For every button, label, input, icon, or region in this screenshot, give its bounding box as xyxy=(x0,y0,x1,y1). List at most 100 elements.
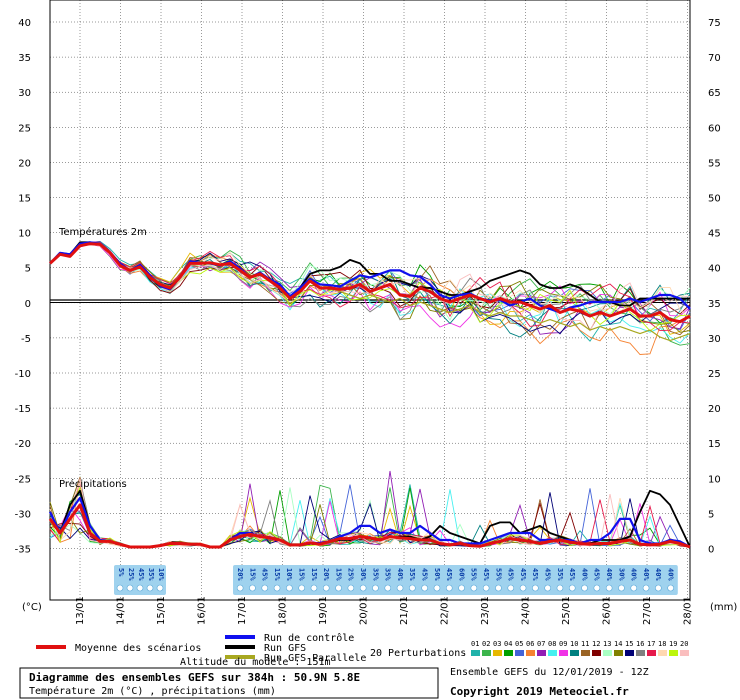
member-color-swatch xyxy=(603,650,612,656)
y-axis-left: 40 35 30 25 20 15 10 5 0 -5 -10 -15 -20 -25 -30 -35 xyxy=(15,18,31,556)
snowflake-mark xyxy=(495,584,502,592)
member-temperature-line xyxy=(49,242,691,321)
member-color-swatch xyxy=(658,650,667,656)
member-temperature-line xyxy=(49,242,691,332)
member-color-swatch xyxy=(581,650,590,656)
snow-percentage-label: 45% xyxy=(507,568,515,581)
ensemble-members xyxy=(49,240,691,548)
snowflake-mark xyxy=(322,584,330,592)
mean-precipitation-line xyxy=(48,503,691,549)
member-number-label: 16 xyxy=(636,640,644,648)
member-number-label: 05 xyxy=(515,640,523,648)
y-right-tick-label: 35 xyxy=(708,299,721,310)
member-color-swatch xyxy=(482,650,491,656)
snow-percentage-label: 5% xyxy=(117,568,125,577)
snow-percentage-label: 35% xyxy=(371,568,379,581)
snow-percentage-label: 40% xyxy=(642,568,650,581)
snow-percentage-label: 20% xyxy=(322,568,330,581)
member-temperature-line xyxy=(49,241,691,335)
member-color-swatch xyxy=(526,650,535,656)
snow-percentage-label: 40% xyxy=(396,568,404,581)
member-temperature-line xyxy=(49,241,691,331)
x-tick-label: 26/01 xyxy=(602,596,613,625)
x-tick-label: 28/01 xyxy=(683,596,694,625)
snow-percentage-label: 35% xyxy=(147,568,155,581)
y-right-tick-label: 15 xyxy=(708,439,721,450)
y-right-tick-label: 60 xyxy=(708,123,721,134)
snowflake-mark xyxy=(136,584,144,592)
member-number-label: 10 xyxy=(570,640,578,648)
snow-percentage-label: 45% xyxy=(482,568,490,581)
member-color-swatch xyxy=(559,650,568,656)
snowflake-mark xyxy=(470,584,478,592)
main-runs xyxy=(48,241,691,549)
snowflake-mark xyxy=(156,584,164,592)
x-tick-label: 15/01 xyxy=(156,596,167,625)
y-left-tick-label: -10 xyxy=(15,369,31,380)
snowflake-mark xyxy=(310,584,318,592)
member-number-label: 15 xyxy=(625,640,633,648)
x-tick-label: 17/01 xyxy=(237,596,248,625)
snowflake-mark xyxy=(458,584,465,592)
snowflake-mark xyxy=(236,584,244,592)
snow-percentage-label: 55% xyxy=(470,568,478,581)
snowflake-mark xyxy=(618,584,625,592)
y-right-unit: (mm) xyxy=(710,602,737,613)
member-temperature-line xyxy=(49,242,691,332)
percentile-bars: 5% 25% 45% 35% 10% 20% 15% 45% 15% 10% 15% 15% 20% 15… xyxy=(114,565,678,595)
snowflake-mark xyxy=(655,584,662,592)
member-number-label: 13 xyxy=(603,640,611,648)
legend-mean-label: Moyenne des scénarios xyxy=(75,642,201,654)
y-right-tick-label: 10 xyxy=(708,474,721,485)
member-color-swatch xyxy=(504,650,513,656)
member-number-label: 14 xyxy=(614,640,622,648)
snow-percentage-label: 30% xyxy=(359,568,367,581)
member-color-swatch xyxy=(592,650,601,656)
member-color-swatch xyxy=(570,650,579,656)
y-right-tick-label: 70 xyxy=(708,53,721,64)
legend-perturbations-label: 20 Perturbations xyxy=(370,648,466,659)
member-color-swatch xyxy=(625,650,634,656)
y-left-tick-label: 15 xyxy=(18,194,31,205)
y-left-tick-label: -30 xyxy=(15,509,31,520)
snowflake-mark xyxy=(298,584,305,592)
member-number-label: 07 xyxy=(537,640,545,648)
snow-percentage-label: 45% xyxy=(544,568,552,581)
member-number-label: 02 xyxy=(482,640,490,648)
snow-percentage-label: 15% xyxy=(273,568,281,581)
snowflake-mark xyxy=(335,584,342,592)
x-tick-label: 21/01 xyxy=(399,596,410,625)
y-right-tick-label: 40 xyxy=(708,264,721,275)
snowflake-mark xyxy=(372,584,379,592)
y-left-tick-label: -35 xyxy=(15,545,31,556)
y-left-tick-label: 30 xyxy=(18,88,31,99)
snow-percentage-label: 45% xyxy=(445,568,453,581)
member-color-swatch xyxy=(614,650,623,656)
snow-percentage-label: 15% xyxy=(248,568,256,581)
y-left-tick-label: 5 xyxy=(25,264,31,275)
precipitation-label: Précipitations xyxy=(59,478,127,490)
snowflake-mark xyxy=(593,584,601,592)
footer-run: Ensemble GEFS du 12/01/2019 - 12Z xyxy=(450,667,649,678)
snowflake-mark xyxy=(556,584,564,592)
snowflake-mark xyxy=(421,584,428,592)
snow-percentage-label: 25% xyxy=(127,568,135,581)
footer-subtitle: Température 2m (°C) , précipitations (mm… xyxy=(29,685,276,697)
snowflake-mark xyxy=(261,584,269,592)
snowflake-mark xyxy=(409,584,416,592)
y-left-tick-label: -20 xyxy=(15,439,31,450)
member-number-label: 11 xyxy=(581,640,589,648)
snowflake-mark xyxy=(605,584,613,592)
member-color-swatch xyxy=(515,650,524,656)
snow-percentage-label: 15% xyxy=(310,568,318,581)
y-left-tick-label: -25 xyxy=(15,474,31,485)
member-color-swatch xyxy=(647,650,656,656)
snowflake-mark xyxy=(273,584,281,592)
member-number-label: 03 xyxy=(493,640,501,648)
y-right-tick-label: 30 xyxy=(708,334,721,345)
x-tick-label: 25/01 xyxy=(561,596,572,625)
footer-box xyxy=(19,667,439,699)
x-tick-label: 22/01 xyxy=(440,596,451,625)
snowflake-mark xyxy=(482,584,490,592)
member-number-label: 18 xyxy=(658,640,666,648)
